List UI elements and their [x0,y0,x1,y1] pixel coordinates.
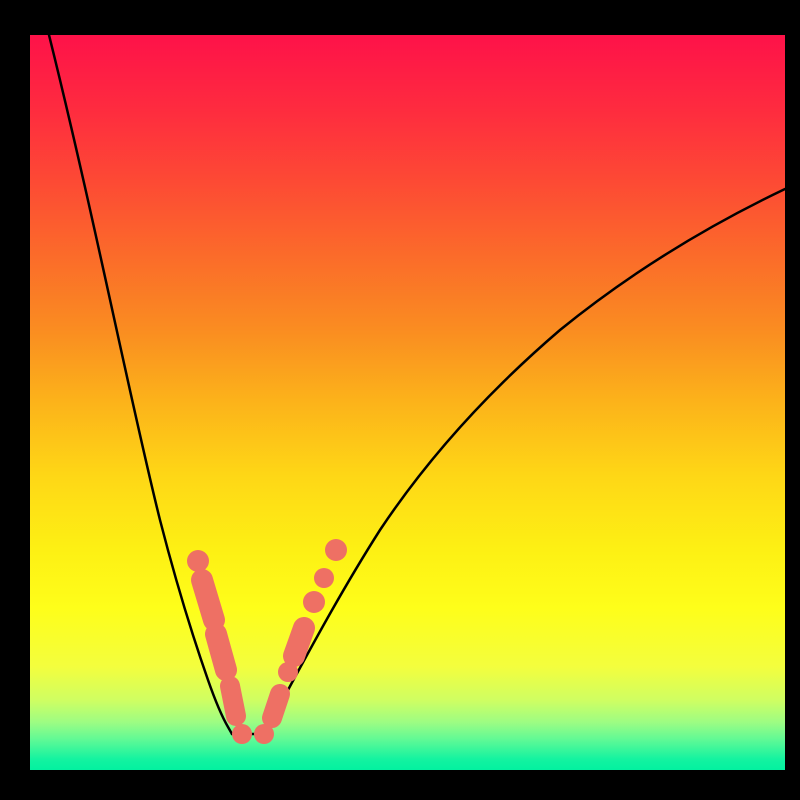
chart-svg [0,0,800,800]
frame-top [0,0,800,35]
frame-bottom [0,770,800,800]
chart-background-gradient [30,35,785,770]
frame-right [785,0,800,800]
frame-left [0,0,30,800]
